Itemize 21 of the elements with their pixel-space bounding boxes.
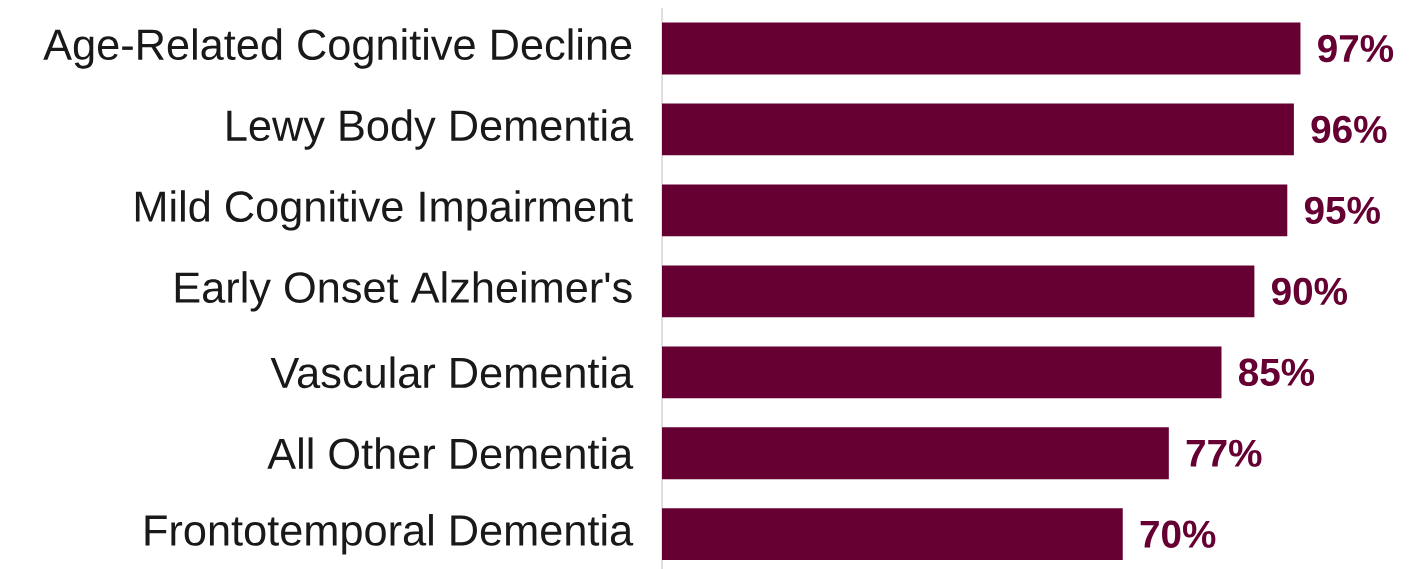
bar [662,103,1294,156]
data-label: 97% [1318,34,1394,63]
y-tick-label: Lewy Body Dementia [227,109,634,150]
y-tick-label: Early Onset Alzheimer's [175,271,632,312]
bar [662,184,1288,237]
data-label: 85% [1238,358,1315,386]
y-tick-label: Vascular Dementia [270,356,634,389]
data-label: 77% [1186,439,1262,467]
bar [662,427,1169,480]
y-tick-label: Frontotemporal Dementia [145,514,634,555]
bar [662,22,1301,75]
data-label: 95% [1304,196,1380,225]
data-label: 90% [1272,277,1348,306]
y-tick-label: Mild Cognitive Impairment [135,190,633,231]
y-tick-label: Age-Related Cognitive Decline [43,28,632,69]
y-tick-label: All Other Dementia [267,437,634,470]
bar [662,508,1123,561]
bar [662,265,1255,318]
data-label: 96% [1311,115,1387,144]
data-label: 70% [1140,520,1216,548]
bar [662,346,1222,399]
